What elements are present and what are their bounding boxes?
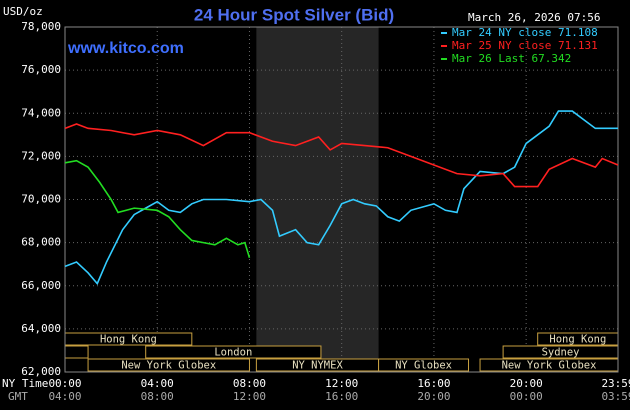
x-tick-label: 04:00 xyxy=(141,377,174,390)
y-tick-label: 62,000 xyxy=(21,365,61,378)
plot-frame xyxy=(64,26,619,373)
session-label: Hong Kong xyxy=(549,334,606,346)
session-label: Sydney xyxy=(542,347,580,359)
x-tick-label: 12:00 xyxy=(325,377,358,390)
x-tick-label: 08:00 xyxy=(233,377,266,390)
y-axis-label: USD/oz xyxy=(3,5,43,18)
session-label: London xyxy=(214,347,252,359)
series-line xyxy=(64,123,619,188)
session-box xyxy=(87,358,250,372)
session-box xyxy=(145,345,322,359)
x2-tick-label: 03:59 xyxy=(601,390,630,403)
site-label: www.kitco.com xyxy=(67,40,184,57)
date: March 26, 2026 07:56 xyxy=(468,11,600,24)
session-label: NY NYMEX xyxy=(292,360,343,372)
x-tick-label: 23:59 xyxy=(601,377,630,390)
y-tick-label: 74,000 xyxy=(21,106,61,119)
session-label: New York Globex xyxy=(502,360,597,372)
session-label: New York Globex xyxy=(121,360,216,372)
x-axis-label: NY Time xyxy=(2,377,48,390)
x2-axis-label: GMT xyxy=(8,390,28,403)
x2-tick-label: 16:00 xyxy=(325,390,358,403)
y-tick-label: 72,000 xyxy=(21,149,61,162)
legend-label: Mar 25 NY close 71.131 xyxy=(452,39,598,52)
x2-tick-label: 08:00 xyxy=(141,390,174,403)
y-tick-label: 68,000 xyxy=(21,236,61,249)
y-tick-label: 76,000 xyxy=(21,63,61,76)
session-label: NY Globex xyxy=(395,360,452,372)
x2-tick-label: 12:00 xyxy=(233,390,266,403)
y-tick-label: 70,000 xyxy=(21,193,61,206)
session-box xyxy=(64,345,89,359)
x-tick-label: 00:00 xyxy=(48,377,81,390)
series-line xyxy=(64,159,251,258)
x2-tick-label: 00:00 xyxy=(510,390,543,403)
session-box xyxy=(378,358,470,372)
y-tick-label: 66,000 xyxy=(21,279,61,292)
x2-tick-label: 20:00 xyxy=(417,390,450,403)
chart-title: 24 Hour Spot Silver (Bid) xyxy=(194,5,394,24)
x-tick-label: 16:00 xyxy=(417,377,450,390)
session-label: Hong Kong xyxy=(100,334,157,346)
y-tick-label: 78,000 xyxy=(21,20,61,33)
x-tick-label: 20:00 xyxy=(510,377,543,390)
legend-label: Mar 26 Last 67.342 xyxy=(452,52,571,65)
x2-tick-label: 04:00 xyxy=(48,390,81,403)
y-tick-label: 64,000 xyxy=(21,322,61,335)
series-line xyxy=(64,110,618,286)
legend-label: Mar 24 NY close 71.108 xyxy=(452,26,598,39)
